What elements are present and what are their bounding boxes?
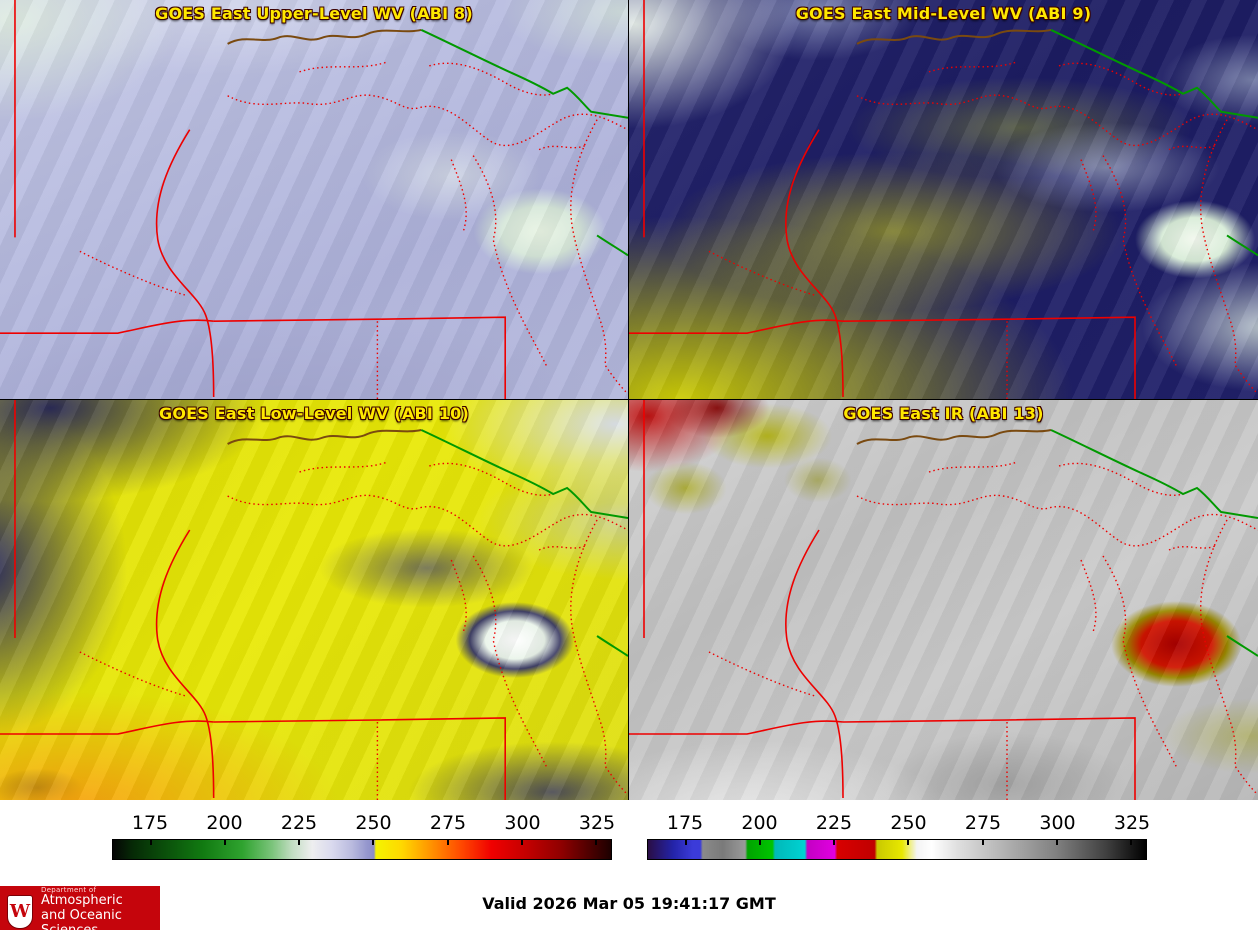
colorbar-tick-label: 275	[429, 812, 467, 834]
ir-colorbar: 175 200 225 250 275 300 325	[647, 812, 1151, 860]
colorbar-tick-label: 175	[666, 812, 704, 834]
panel-title-abi13: GOES East IR (ABI 13)	[843, 404, 1044, 423]
map-boundaries-overlay	[629, 0, 1258, 399]
colorbar-tick-label: 200	[206, 812, 243, 834]
colorbar-tick-label: 300	[1039, 812, 1076, 834]
wv-colorbar-tick-labels: 175 200 225 250 275 300 325	[112, 812, 616, 839]
colorbar-tick-label: 250	[890, 812, 927, 834]
crest-letter: W	[9, 901, 31, 922]
colorbar-tick-label: 300	[504, 812, 541, 834]
logo-text: Department of Atmospheric and Oceanic Sc…	[41, 886, 160, 930]
panel-low-level-wv: GOES East Low-Level WV (ABI 10)	[0, 400, 629, 800]
panel-title-abi8: GOES East Upper-Level WV (ABI 8)	[155, 4, 473, 23]
ir-colorbar-tick-labels: 175 200 225 250 275 300 325	[647, 812, 1151, 839]
colorbar-row: 175 200 225 250 275 300 325 175 200 225 …	[0, 812, 1258, 860]
map-boundaries-overlay	[0, 0, 628, 399]
panel-ir: GOES East IR (ABI 13)	[629, 400, 1258, 800]
logo-name-line1: Atmospheric	[41, 892, 123, 908]
map-boundaries-overlay	[629, 400, 1258, 800]
panel-mid-level-wv: GOES East Mid-Level WV (ABI 9)	[629, 0, 1258, 400]
colorbar-tick-label: 250	[355, 812, 392, 834]
logo-name-line2: and Oceanic Sciences	[41, 907, 122, 930]
uw-crest-icon: W	[7, 895, 33, 929]
panel-title-abi9: GOES East Mid-Level WV (ABI 9)	[795, 4, 1092, 23]
map-boundaries-overlay	[0, 400, 628, 800]
uw-aos-logo: W Department of Atmospheric and Oceanic …	[0, 886, 160, 930]
colorbar-tick-label: 200	[741, 812, 778, 834]
wv-colorbar: 175 200 225 250 275 300 325	[112, 812, 616, 860]
colorbar-tick-label: 325	[1113, 812, 1151, 834]
colorbar-tick-label: 275	[964, 812, 1002, 834]
colorbar-tick-label: 175	[131, 812, 169, 834]
satellite-panel-grid: GOES East Upper-Level WV (ABI 8) GOES Ea…	[0, 0, 1258, 800]
colorbar-tick-label: 325	[578, 812, 616, 834]
wv-colorbar-gradient	[112, 839, 612, 860]
panel-title-abi10: GOES East Low-Level WV (ABI 10)	[158, 404, 469, 423]
panel-upper-level-wv: GOES East Upper-Level WV (ABI 8)	[0, 0, 629, 400]
colorbar-tick-label: 225	[815, 812, 853, 834]
footer: Valid 2026 Mar 05 19:41:17 GMT W Departm…	[0, 868, 1258, 930]
logo-department-line: Department of	[41, 885, 97, 894]
ir-colorbar-gradient	[647, 839, 1147, 860]
valid-time-label: Valid 2026 Mar 05 19:41:17 GMT	[482, 894, 776, 913]
colorbar-tick-label: 225	[280, 812, 318, 834]
